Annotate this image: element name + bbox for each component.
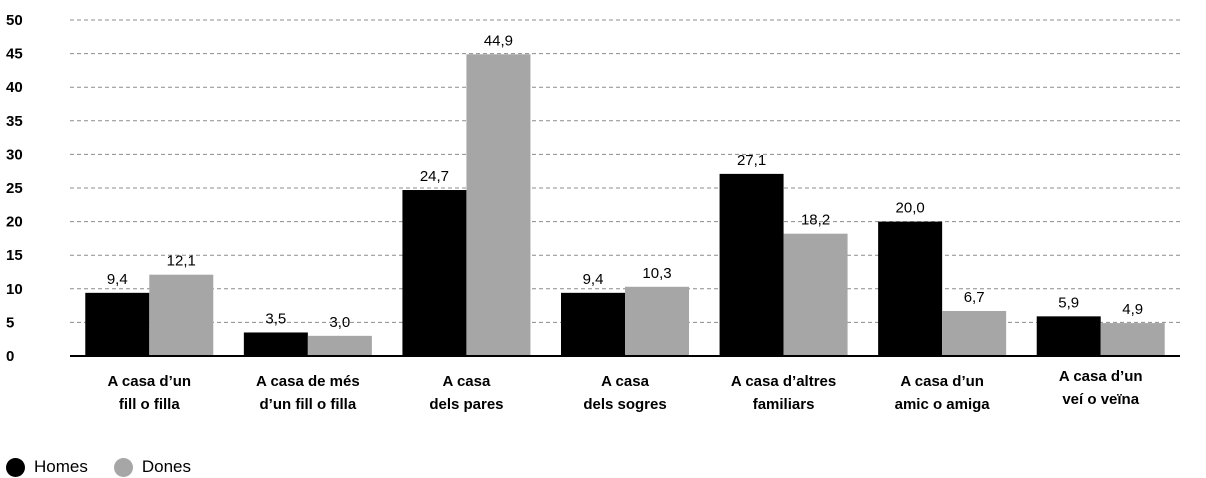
legend: Homes Dones [6, 457, 217, 477]
bar-homes [878, 221, 943, 356]
value-label: 24,7 [420, 168, 449, 185]
bar-homes [1036, 316, 1101, 356]
x-axis: A casa d’un fill o filla A casa de més d’un… [70, 355, 1180, 413]
bar-homes [243, 332, 308, 356]
bar-dones [1100, 323, 1165, 356]
y-tick-label: 50 [6, 12, 23, 29]
value-label: 10,3 [642, 265, 671, 282]
category-label: A casa d’un [107, 373, 191, 390]
category-label: A casa d’un [1059, 368, 1143, 385]
gridlines [70, 19, 1180, 323]
value-label: 6,7 [964, 289, 985, 306]
category-label: A casa [443, 373, 491, 390]
bar-homes [561, 292, 625, 356]
value-label: 4,9 [1122, 301, 1143, 318]
bar-dones [149, 274, 214, 356]
bar-dones [466, 54, 531, 356]
bar-dones [783, 233, 848, 356]
y-tick-label: 15 [6, 247, 23, 264]
category-label: fill o filla [119, 396, 180, 413]
legend-swatch-dones [113, 457, 133, 477]
category-label: veí o veïna [1062, 391, 1139, 408]
y-tick-label: 10 [6, 281, 23, 298]
value-labels: 9,4 12,1 3,5 3,0 24,7 44,9 9,4 10,3 27,1 18,2 20,0… [107, 32, 1143, 331]
category-label: familiars [753, 396, 815, 413]
category-label: A casa [601, 373, 649, 390]
value-label: 18,2 [801, 212, 830, 229]
value-label: 3,0 [329, 314, 350, 331]
value-label: 44,9 [484, 32, 513, 49]
value-label: 3,5 [265, 310, 286, 327]
bar-dones [625, 286, 689, 356]
y-tick-label: 25 [6, 180, 23, 197]
category-label: A casa de més [256, 373, 360, 390]
y-tick-label: 45 [6, 46, 23, 63]
bar-dones [942, 310, 1007, 356]
bar-homes [85, 292, 150, 356]
category-label: amic o amiga [895, 396, 991, 413]
y-tick-label: 20 [6, 214, 23, 231]
y-tick-label: 35 [6, 113, 23, 130]
legend-swatch-homes [6, 457, 25, 477]
bar-dones [307, 335, 372, 356]
legend-item-dones: Dones [113, 457, 191, 477]
category-label: d’un fill o filla [260, 396, 357, 413]
y-tick-label: 40 [6, 79, 23, 96]
y-tick-label: 5 [6, 314, 14, 331]
value-label: 27,1 [737, 152, 766, 169]
value-label: 9,4 [107, 271, 128, 288]
value-label: 9,4 [583, 271, 604, 288]
legend-item-homes: Homes [6, 457, 88, 477]
bar-homes [719, 173, 784, 356]
bars [85, 54, 1165, 356]
bar-chart: 0 5 10 15 20 25 30 35 40 45 50 9,4 12,1 3,5 3,0 24,7 44… [6, 12, 1180, 413]
bar-homes [402, 190, 467, 356]
value-label: 12,1 [167, 253, 196, 270]
y-axis: 0 5 10 15 20 25 30 35 40 45 50 [6, 12, 23, 365]
category-label: A casa d’altres [731, 373, 836, 390]
legend-label-dones: Dones [141, 457, 191, 476]
category-label: dels pares [429, 396, 503, 413]
legend-label-homes: Homes [34, 457, 88, 476]
category-label: dels sogres [583, 396, 666, 413]
value-label: 20,0 [896, 200, 925, 217]
y-tick-label: 30 [6, 146, 23, 163]
y-tick-label: 0 [6, 348, 14, 365]
category-label: A casa d’un [900, 373, 984, 390]
value-label: 5,9 [1058, 294, 1079, 311]
